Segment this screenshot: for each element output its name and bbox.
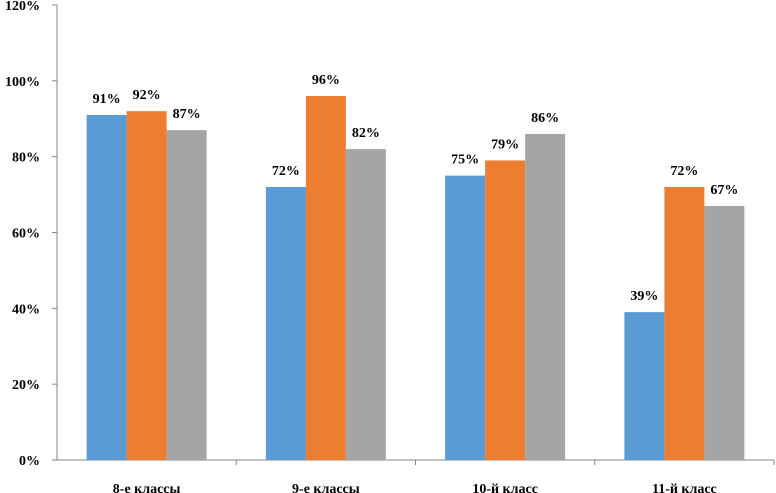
- data-label: 91%: [93, 92, 121, 107]
- x-tick-label: 9-е классы: [292, 482, 360, 493]
- data-label: 67%: [710, 183, 738, 198]
- y-tick-label: 40%: [12, 302, 40, 317]
- bar: [704, 205, 745, 460]
- bar: [305, 96, 346, 460]
- y-tick-label: 120%: [5, 0, 40, 14]
- bar: [166, 130, 207, 460]
- bar: [86, 114, 127, 460]
- chart-bars: [86, 96, 745, 461]
- bar: [265, 187, 306, 460]
- data-label: 39%: [630, 289, 658, 304]
- bar: [126, 111, 167, 461]
- data-labels: 91% 92% 87% 72% 96% 82% 75% 79% 86% 39% 72% 67%: [93, 73, 739, 304]
- y-tick-label: 80%: [12, 151, 40, 166]
- bar: [525, 133, 566, 460]
- bar: [345, 149, 386, 461]
- bar: [664, 187, 705, 460]
- data-label: 72%: [670, 164, 698, 179]
- x-tick-label: 10-й класс: [472, 482, 538, 493]
- y-tick-label: 0%: [19, 454, 40, 469]
- bar: [624, 312, 665, 460]
- data-label: 72%: [272, 164, 300, 179]
- data-label: 96%: [312, 73, 340, 88]
- y-tick-label: 60%: [12, 227, 40, 242]
- data-label: 86%: [531, 111, 559, 126]
- data-label: 92%: [133, 88, 161, 103]
- bar: [485, 160, 526, 461]
- y-axis-ticks: 0% 20% 40% 60% 80% 100% 120%: [5, 0, 57, 469]
- y-tick-label: 20%: [12, 378, 40, 393]
- data-label: 79%: [491, 137, 519, 152]
- data-label: 87%: [173, 107, 201, 122]
- x-axis-ticks: 8-е классы 9-е классы 10-й класс 11-й класс: [113, 460, 775, 493]
- x-tick-label: 8-е классы: [113, 482, 181, 493]
- bar: [445, 175, 486, 460]
- data-label: 82%: [352, 126, 380, 141]
- y-tick-label: 100%: [5, 75, 40, 90]
- x-tick-label: 11-й класс: [652, 482, 717, 493]
- data-label: 75%: [451, 153, 479, 168]
